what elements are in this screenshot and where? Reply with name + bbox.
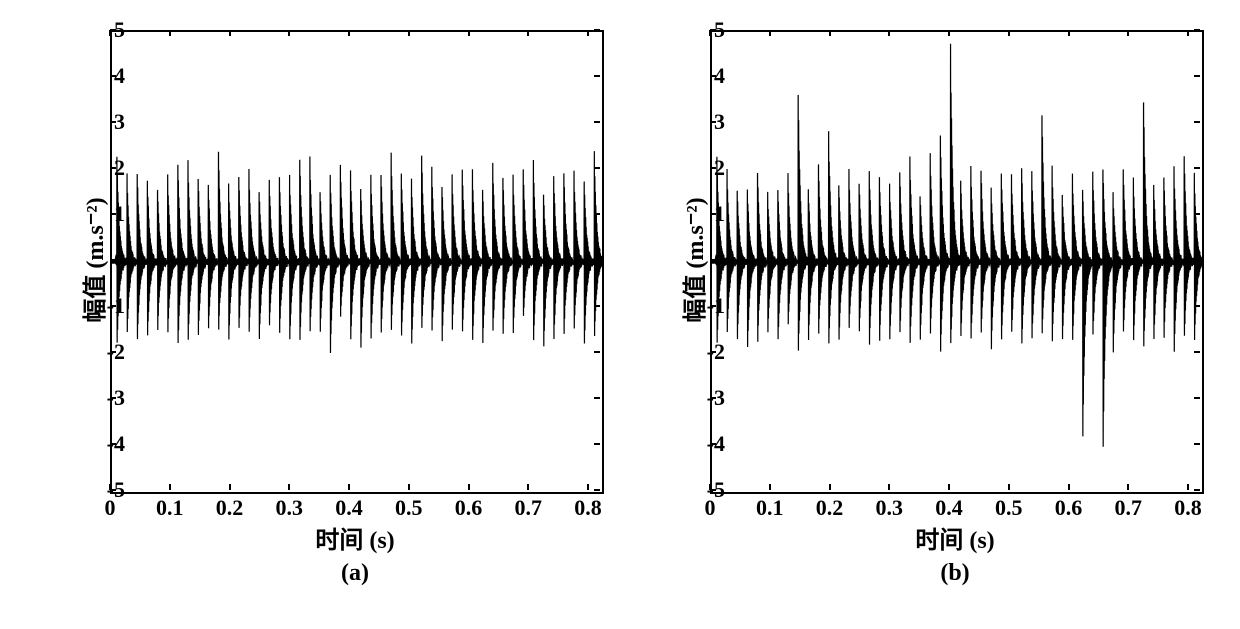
y-tick-label: 0: [75, 247, 125, 273]
x-tick-label: 0: [85, 495, 135, 521]
x-axis-label-b: 时间 (s): [710, 520, 1200, 555]
x-tick-label: 0.3: [864, 495, 914, 521]
x-tick-label: 0.1: [745, 495, 795, 521]
y-tick-label: 3: [675, 109, 725, 135]
x-tick-label: 0.5: [984, 495, 1034, 521]
y-tick-label: 1: [75, 201, 125, 227]
plot-area-b: [710, 30, 1204, 494]
x-tick-label: 0.6: [1044, 495, 1094, 521]
x-tick-label: 0: [685, 495, 735, 521]
x-tick-label: 0.4: [324, 495, 374, 521]
x-tick-label: 0.5: [384, 495, 434, 521]
subplot-label-a: (a): [110, 560, 600, 587]
y-tick-label: -2: [75, 339, 125, 365]
x-tick-label: 0.7: [503, 495, 553, 521]
signal-plot-a: [112, 32, 602, 492]
x-tick-label: 0.3: [264, 495, 314, 521]
x-tick-label: 0.8: [563, 495, 613, 521]
figure-container: 幅值 (m.s⁻²) 时间 (s) (a) -5-4-3-2-101234500…: [0, 0, 1240, 629]
y-tick-label: 5: [675, 17, 725, 43]
x-tick-label: 0.4: [924, 495, 974, 521]
y-tick-label: 2: [75, 155, 125, 181]
x-tick-label: 0.6: [444, 495, 494, 521]
y-tick-label: 2: [675, 155, 725, 181]
plot-area-a: [110, 30, 604, 494]
signal-plot-b: [712, 32, 1202, 492]
y-tick-label: 3: [75, 109, 125, 135]
y-tick-label: -1: [675, 293, 725, 319]
x-tick-label: 0.8: [1163, 495, 1213, 521]
x-tick-label: 0.2: [205, 495, 255, 521]
x-tick-label: 0.1: [145, 495, 195, 521]
y-tick-label: 4: [675, 63, 725, 89]
y-tick-label: -4: [75, 431, 125, 457]
y-tick-label: -3: [675, 385, 725, 411]
x-axis-label-a: 时间 (s): [110, 520, 600, 555]
y-tick-label: 0: [675, 247, 725, 273]
x-tick-label: 0.7: [1103, 495, 1153, 521]
y-tick-label: -2: [675, 339, 725, 365]
y-tick-label: -4: [675, 431, 725, 457]
y-tick-label: 4: [75, 63, 125, 89]
y-tick-label: -1: [75, 293, 125, 319]
subplot-label-b: (b): [710, 560, 1200, 587]
panel-a: 幅值 (m.s⁻²) 时间 (s) (a) -5-4-3-2-101234500…: [20, 10, 620, 590]
y-tick-label: 5: [75, 17, 125, 43]
y-tick-label: -3: [75, 385, 125, 411]
x-tick-label: 0.2: [805, 495, 855, 521]
y-tick-label: 1: [675, 201, 725, 227]
panel-b: 幅值 (m.s⁻²) 时间 (s) (b) -5-4-3-2-101234500…: [620, 10, 1220, 590]
